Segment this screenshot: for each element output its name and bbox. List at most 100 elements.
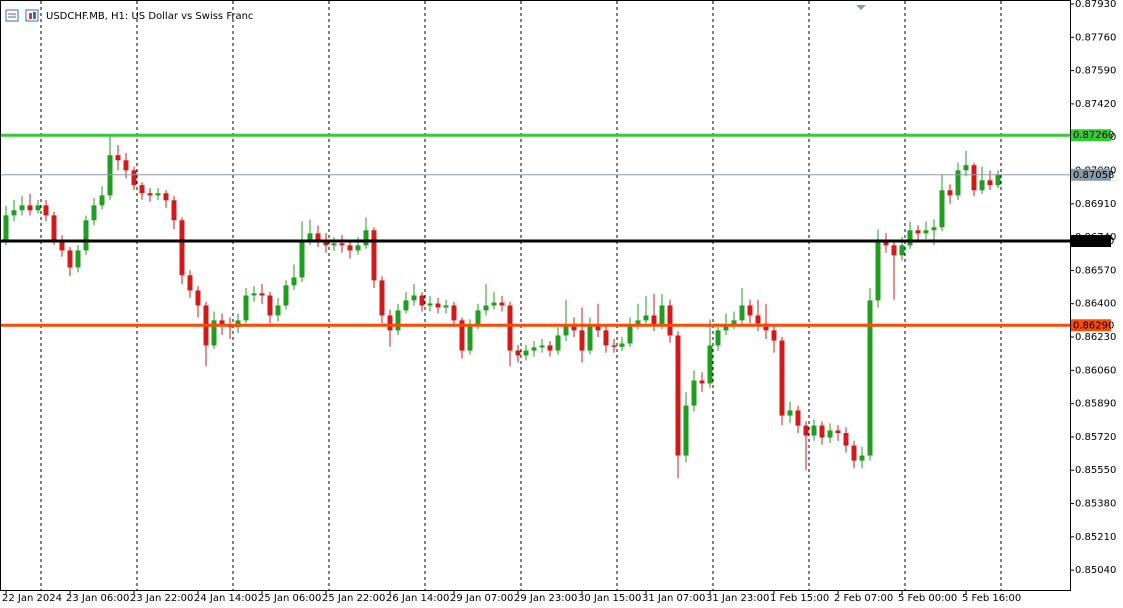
candle-body <box>51 215 57 241</box>
candle-body <box>379 280 385 316</box>
candle-body <box>155 193 161 196</box>
candle-body <box>787 410 793 416</box>
x-tick-label: 26 Jan 14:00 <box>386 593 449 604</box>
candle-body <box>915 230 921 234</box>
candle-body <box>795 410 801 426</box>
x-tick-label: 1 Feb 15:00 <box>770 593 829 604</box>
candle-body <box>395 310 401 331</box>
current-price-label: 0.87058 <box>1073 170 1114 181</box>
candle-body <box>403 300 409 311</box>
candle-body <box>115 155 121 161</box>
candle-body <box>491 302 497 306</box>
candle-body <box>19 205 25 211</box>
candle-body <box>451 305 457 321</box>
candle-body <box>635 320 641 326</box>
candle-body <box>867 300 873 456</box>
candle-body <box>195 290 201 306</box>
level-box <box>1071 235 1111 248</box>
y-tick-label: 0.85720 <box>1075 432 1116 443</box>
candle-body <box>963 165 969 171</box>
candle-body <box>435 303 441 308</box>
candle-body <box>371 230 377 281</box>
level-box <box>1071 319 1111 332</box>
candle-body <box>827 430 833 438</box>
candle-body <box>835 430 841 434</box>
candle-body <box>739 305 745 321</box>
candle-body <box>139 185 145 194</box>
y-tick-label: 0.87590 <box>1075 66 1116 77</box>
x-tick-label: 22 Jan 2024 <box>2 593 62 604</box>
chart-title: USDCHF.MB, H1: US Dollar vs Swiss Franc <box>46 11 253 22</box>
x-tick-label: 24 Jan 14:00 <box>194 593 257 604</box>
candle-body <box>331 243 337 246</box>
candle-body <box>3 215 9 242</box>
candle-body <box>171 200 177 221</box>
candle-body <box>891 245 897 256</box>
y-tick-label: 0.86060 <box>1075 365 1116 376</box>
candle-body <box>715 330 721 346</box>
candle-body <box>11 210 17 216</box>
candle-body <box>99 195 105 206</box>
candle-body <box>299 240 305 278</box>
y-tick-label: 0.85890 <box>1075 399 1116 410</box>
level-box <box>1071 129 1111 142</box>
candle-body <box>811 425 817 436</box>
candle-body <box>547 345 553 351</box>
candle-body <box>699 380 705 384</box>
candle-body <box>467 325 473 351</box>
candle-body <box>483 305 489 311</box>
y-tick-label: 0.86400 <box>1075 299 1116 310</box>
level-label: 0.87260 <box>1073 130 1114 141</box>
candle-body <box>819 425 825 438</box>
y-tick-label: 0.87930 <box>1075 0 1116 10</box>
y-tick-label: 0.86230 <box>1075 332 1116 343</box>
y-tick-label: 0.85380 <box>1075 499 1116 510</box>
candle-body <box>251 293 257 296</box>
candle-body <box>691 380 697 406</box>
candle-body <box>427 303 433 306</box>
candle-body <box>755 315 761 324</box>
candle-body <box>851 445 857 461</box>
candle-body <box>883 240 889 246</box>
candle-body <box>67 250 73 268</box>
candle-body <box>123 160 129 171</box>
candle-body <box>459 320 465 351</box>
candle-body <box>563 325 569 336</box>
candle-body <box>475 310 481 326</box>
candle-body <box>651 315 657 326</box>
candle-body <box>771 330 777 341</box>
candle-body <box>339 243 345 246</box>
candle-body <box>619 343 625 347</box>
candle-body <box>595 325 601 331</box>
candle-body <box>307 233 313 241</box>
plot-frame <box>0 0 1071 591</box>
candle-body <box>899 245 905 256</box>
x-tick-label: 25 Jan 06:00 <box>258 593 321 604</box>
y-tick-label: 0.86570 <box>1075 265 1116 276</box>
candle-body <box>875 240 881 301</box>
candle-body <box>179 220 185 276</box>
candle-body <box>731 320 737 326</box>
candle-body <box>683 405 689 456</box>
candle-body <box>259 293 265 296</box>
candle-body <box>571 325 577 331</box>
candle-body <box>747 305 753 316</box>
candle-body <box>219 320 225 326</box>
x-tick-label: 5 Feb 16:00 <box>962 593 1021 604</box>
candle-body <box>131 170 137 186</box>
candle-body <box>531 347 537 351</box>
candle-body <box>907 230 913 246</box>
x-tick-label: 30 Jan 15:00 <box>578 593 641 604</box>
candle-body <box>947 190 953 196</box>
x-tick-label: 29 Jan 07:00 <box>450 593 513 604</box>
y-tick-label: 0.87760 <box>1075 32 1116 43</box>
candle-body <box>283 285 289 306</box>
candle-body <box>843 433 849 446</box>
x-tick-label: 2 Feb 07:00 <box>834 593 893 604</box>
candle-body <box>587 325 593 351</box>
candle-body <box>675 335 681 456</box>
candle-body <box>291 277 297 286</box>
header-icons <box>5 9 39 22</box>
candle-body <box>971 165 977 191</box>
candle-body <box>499 302 505 306</box>
